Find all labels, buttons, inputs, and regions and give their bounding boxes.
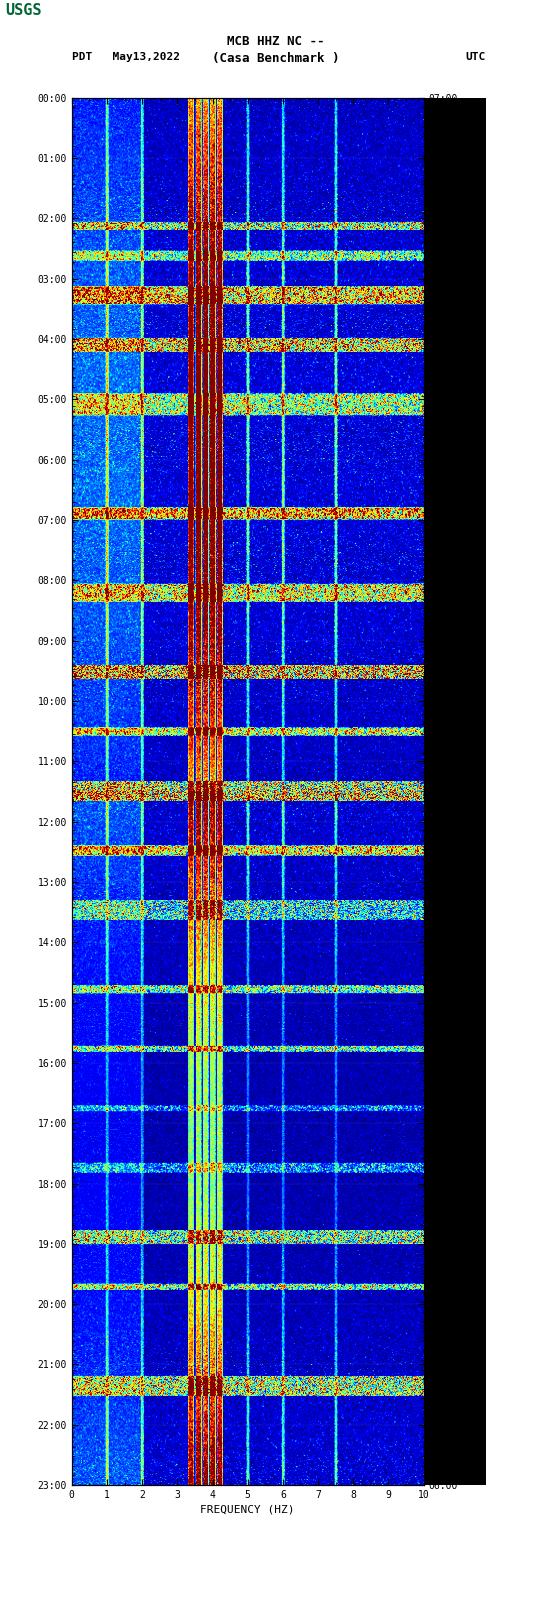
Text: PDT   May13,2022: PDT May13,2022: [72, 52, 180, 61]
Text: USGS: USGS: [6, 3, 42, 18]
Text: MCB HHZ NC --: MCB HHZ NC --: [227, 35, 325, 48]
Text: (Casa Benchmark ): (Casa Benchmark ): [213, 52, 339, 65]
X-axis label: FREQUENCY (HZ): FREQUENCY (HZ): [200, 1505, 295, 1515]
Text: UTC: UTC: [465, 52, 486, 61]
